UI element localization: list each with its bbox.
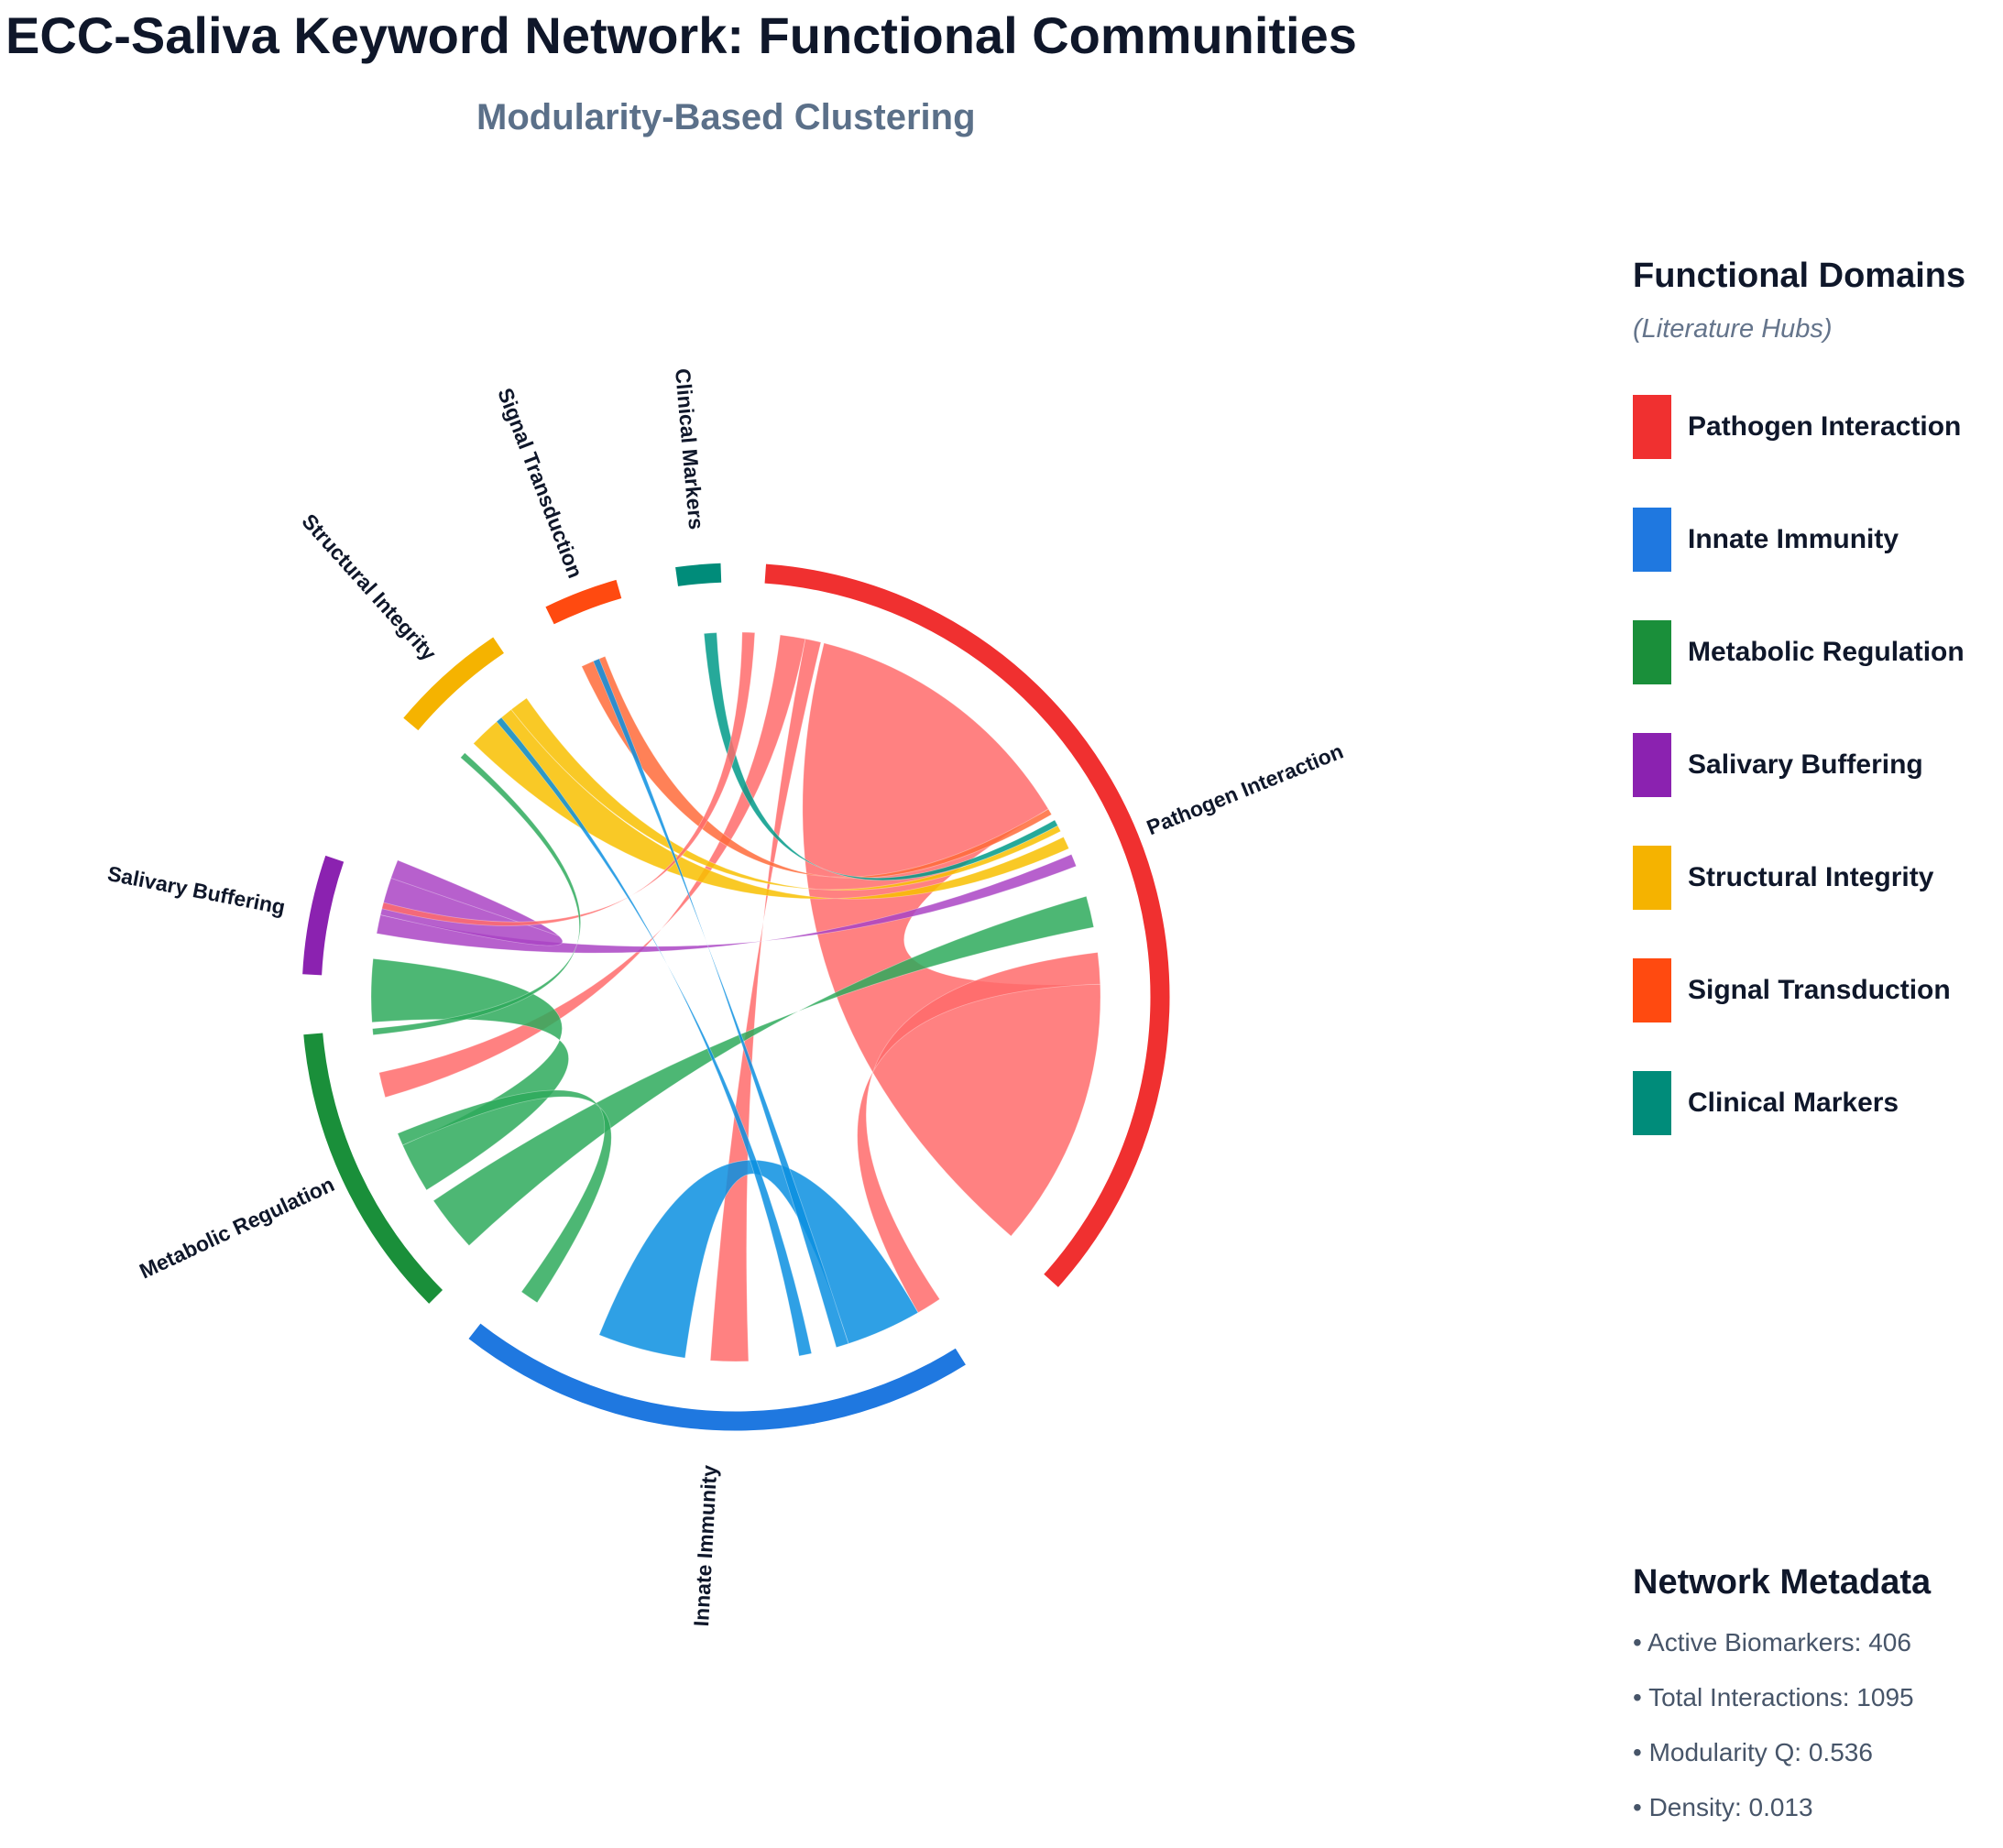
metadata-title: Network Metadata bbox=[1633, 1563, 1932, 1602]
group-arc-metabolic-regulation[interactable] bbox=[303, 1033, 443, 1304]
group-arc-structural-integrity[interactable] bbox=[403, 637, 504, 731]
ribbon-metabolic-regulation-to-structural-integrity[interactable] bbox=[372, 752, 581, 1036]
legend-label: Signal Transduction bbox=[1688, 974, 1951, 1005]
chart-subtitle: Modularity-Based Clustering bbox=[476, 97, 976, 137]
chord-diagram: Pathogen Interaction Innate Immunity Metab… bbox=[105, 367, 1347, 1627]
legend-label: Metabolic Regulation bbox=[1688, 636, 1965, 667]
legend-label: Salivary Buffering bbox=[1688, 749, 1923, 780]
legend-subtitle: (Literature Hubs) bbox=[1633, 314, 1833, 344]
ribbon-layer bbox=[370, 631, 1101, 1362]
group-label-pathogen-interaction: Pathogen Interaction bbox=[1144, 739, 1347, 840]
legend-label: Pathogen Interaction bbox=[1688, 410, 1962, 442]
group-arc-signal-transduction[interactable] bbox=[545, 579, 622, 625]
group-arc-pathogen-interaction[interactable] bbox=[764, 563, 1170, 1287]
legend-swatch bbox=[1633, 1070, 1671, 1135]
legend-item-signal-transduction[interactable]: Signal Transduction bbox=[1633, 934, 1999, 1046]
metadata-total-interactions: • Total Interactions: 1095 bbox=[1633, 1683, 1914, 1711]
group-label-innate-immunity: Innate Immunity bbox=[689, 1464, 721, 1627]
legend-item-clinical-markers[interactable]: Clinical Markers bbox=[1633, 1046, 1999, 1159]
ribbon-signal-transduction-to-pathogen-interaction[interactable] bbox=[581, 655, 1053, 879]
legend-swatch bbox=[1633, 619, 1671, 684]
legend-title: Functional Domains bbox=[1633, 257, 1966, 295]
ribbon-pathogen-interaction-to-innate-immunity[interactable] bbox=[709, 638, 822, 1362]
legend-swatch bbox=[1633, 845, 1671, 910]
ribbon-metabolic-regulation-to-innate-immunity[interactable] bbox=[397, 1089, 612, 1304]
group-arc-innate-immunity[interactable] bbox=[468, 1323, 966, 1431]
group-label-clinical-markers: Clinical Markers bbox=[671, 367, 708, 530]
chart-title: ECC-Saliva Keyword Network: Functional C… bbox=[5, 6, 1357, 64]
legend-swatch bbox=[1633, 957, 1671, 1022]
ribbon-structural-integrity-to-pathogen-interaction[interactable] bbox=[473, 708, 1070, 900]
group-arc-salivary-buffering[interactable] bbox=[302, 855, 345, 976]
legend-item-structural-integrity[interactable]: Structural Integrity bbox=[1633, 821, 1999, 934]
metadata-density: • Density: 0.013 bbox=[1633, 1793, 1813, 1821]
legend-item-innate-immunity[interactable]: Innate Immunity bbox=[1633, 483, 1999, 596]
legend-items: Pathogen Interaction Innate Immunity Met… bbox=[1633, 370, 1999, 1159]
legend-label: Innate Immunity bbox=[1688, 523, 1899, 554]
group-arc-clinical-markers[interactable] bbox=[675, 563, 722, 586]
ribbon-innate-immunity-to-structural-integrity[interactable] bbox=[496, 716, 813, 1357]
group-label-metabolic-regulation: Metabolic Regulation bbox=[136, 1172, 338, 1283]
group-label-signal-transduction: Signal Transduction bbox=[493, 385, 587, 582]
legend-swatch bbox=[1633, 394, 1671, 459]
ribbon-metabolic-regulation-to-pathogen-interaction[interactable] bbox=[432, 895, 1095, 1247]
legend-label: Clinical Markers bbox=[1688, 1087, 1899, 1118]
legend: Functional Domains (Literature Hubs) Pat… bbox=[1633, 257, 1999, 1159]
ribbon-pathogen-interaction-to-salivary-buffering[interactable] bbox=[381, 631, 756, 926]
ribbon-metabolic-regulation-to-metabolic-regulation[interactable] bbox=[370, 957, 569, 1191]
ribbon-innate-immunity-to-signal-transduction[interactable] bbox=[592, 658, 849, 1349]
network-metadata: Network Metadata • Active Biomarkers: 40… bbox=[1633, 1563, 1999, 1822]
group-arc-layer bbox=[302, 563, 1170, 1431]
ribbon-pathogen-interaction-to-innate-immunity[interactable] bbox=[857, 952, 1101, 1314]
legend-item-salivary-buffering[interactable]: Salivary Buffering bbox=[1633, 708, 1999, 821]
legend-label: Structural Integrity bbox=[1688, 861, 1934, 892]
legend-swatch bbox=[1633, 732, 1671, 797]
legend-item-pathogen-interaction[interactable]: Pathogen Interaction bbox=[1633, 370, 1999, 483]
legend-item-metabolic-regulation[interactable]: Metabolic Regulation bbox=[1633, 596, 1999, 708]
ribbon-structural-integrity-to-pathogen-interaction[interactable] bbox=[510, 697, 1062, 891]
metadata-modularity: • Modularity Q: 0.536 bbox=[1633, 1738, 1873, 1766]
legend-swatch bbox=[1633, 507, 1671, 572]
metadata-active-biomarkers: • Active Biomarkers: 406 bbox=[1633, 1628, 1911, 1657]
group-label-structural-integrity: Structural Integrity bbox=[297, 509, 441, 665]
group-label-salivary-buffering: Salivary Buffering bbox=[105, 861, 287, 919]
